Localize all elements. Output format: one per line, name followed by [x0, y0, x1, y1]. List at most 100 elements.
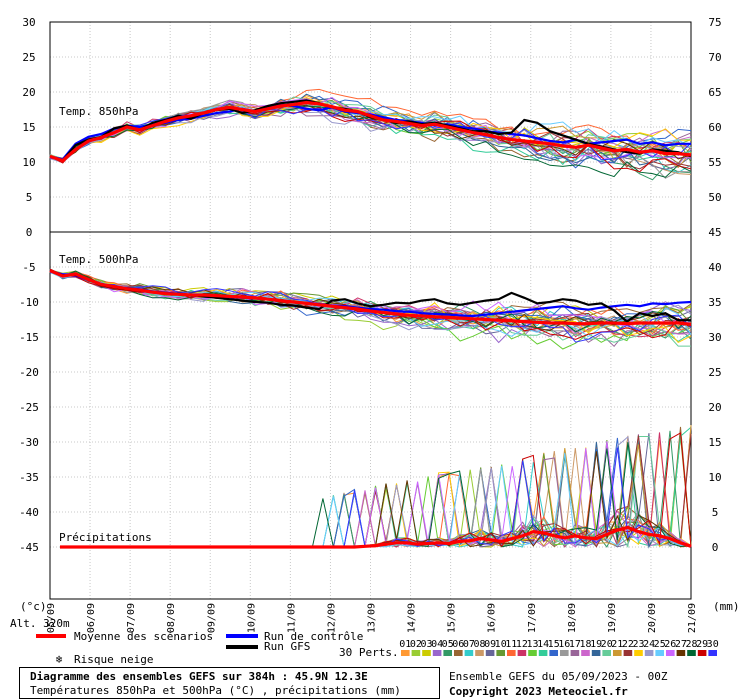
- x-tick-label: 07/09: [126, 603, 137, 633]
- axis-labels: 302520151050-5-10-15-20-25-30-35-40-4575…: [19, 16, 739, 633]
- pert-number: 24: [643, 639, 655, 650]
- x-tick-label: 13/09: [367, 603, 378, 633]
- pert-number: 29: [696, 639, 708, 650]
- pert-swatch: [623, 650, 633, 656]
- left-tick-label: -30: [19, 436, 39, 449]
- pert-swatch: [570, 650, 580, 656]
- pert-number: 04: [431, 639, 443, 650]
- left-tick-label: 20: [22, 86, 35, 99]
- right-tick-label: 15: [708, 436, 721, 449]
- pert-swatch: [634, 650, 643, 656]
- pert-number: 11: [505, 639, 517, 650]
- panel-label-precip: Précipitations: [59, 531, 152, 544]
- x-tick-label: 11/09: [286, 603, 297, 633]
- perts-label: 30 Perts.: [339, 646, 399, 659]
- pert-number: 18: [579, 639, 591, 650]
- right-tick-label: 45: [708, 226, 721, 239]
- pert-swatch: [644, 650, 654, 656]
- left-tick-label: 0: [26, 226, 33, 239]
- snow-legend-label: Risque neige: [74, 653, 153, 666]
- mean-line-850: [49, 100, 692, 163]
- pert-swatch: [676, 650, 686, 656]
- pert-swatch: [591, 650, 601, 656]
- pert-number: 05: [442, 639, 454, 650]
- pert-number: 03: [420, 639, 432, 650]
- x-tick-label: 14/09: [407, 603, 418, 633]
- pert-swatch: [443, 650, 452, 656]
- control-legend-label: Run de contrôle: [264, 630, 363, 643]
- pert-number: 12: [516, 639, 528, 650]
- pert-line-500: [49, 271, 692, 338]
- x-tick-label: 20/09: [647, 603, 658, 633]
- mean-legend-label: Moyenne des scénarios: [74, 630, 213, 643]
- x-tick-label: 16/09: [487, 603, 498, 633]
- right-tick-label: 75: [708, 16, 721, 29]
- pert-number: 09: [484, 639, 496, 650]
- pert-swatch: [655, 650, 664, 656]
- pert-line-precip: [60, 447, 692, 548]
- x-tick-label: 21/09: [687, 603, 698, 633]
- pert-swatch: [464, 650, 474, 656]
- right-tick-label: 70: [708, 51, 721, 64]
- panel-label-850: Temp. 850hPa: [59, 105, 138, 118]
- pert-swatch: [507, 650, 516, 656]
- pert-number: 14: [537, 639, 549, 650]
- left-tick-label: 25: [22, 51, 35, 64]
- pert-swatch: [432, 650, 442, 656]
- gfs-legend-label: Run GFS: [264, 640, 310, 653]
- footer-title-box: Diagramme des ensembles GEFS sur 384h : …: [19, 667, 440, 699]
- right-tick-label: 40: [708, 261, 721, 274]
- pert-swatch: [528, 650, 537, 656]
- copyright: Copyright 2023 Meteociel.fr: [449, 685, 628, 698]
- left-tick-label: 15: [22, 121, 35, 134]
- left-tick-label: -35: [19, 471, 39, 484]
- left-tick-label: -10: [19, 296, 39, 309]
- x-tick-label: 10/09: [246, 603, 257, 633]
- right-tick-label: 35: [708, 296, 721, 309]
- pert-swatch: [422, 650, 431, 656]
- x-tick-label: 18/09: [567, 603, 578, 633]
- pert-swatch: [549, 650, 558, 656]
- pert-swatch: [401, 650, 410, 656]
- right-tick-label: 55: [708, 156, 721, 169]
- pert-line-500: [49, 269, 692, 332]
- pert-number: 21: [611, 639, 623, 650]
- x-tick-label: 19/09: [607, 603, 618, 633]
- pert-number: 10: [495, 639, 507, 650]
- pert-line-500: [49, 272, 692, 343]
- pert-swatch: [517, 650, 527, 656]
- pert-number: 07: [463, 639, 475, 650]
- left-tick-label: 10: [22, 156, 35, 169]
- x-tick-label: 08/09: [166, 603, 177, 633]
- pert-swatch: [538, 650, 548, 656]
- left-tick-label: -15: [19, 331, 39, 344]
- pert-number: 22: [622, 639, 634, 650]
- pert-line-850: [49, 106, 692, 161]
- pert-number: 28: [685, 639, 697, 650]
- pert-number: 27: [675, 639, 687, 650]
- right-tick-label: 65: [708, 86, 721, 99]
- x-tick-label: 17/09: [527, 603, 538, 633]
- left-tick-label: 30: [22, 16, 35, 29]
- footer-subtitle: Températures 850hPa et 500hPa (°C) , pré…: [30, 684, 401, 697]
- pert-swatch: [666, 650, 675, 656]
- pert-swatch: [560, 650, 569, 656]
- pert-swatch: [687, 650, 696, 656]
- x-tick-label: 09/09: [206, 603, 217, 633]
- left-tick-label: -5: [22, 261, 35, 274]
- altitude-label: Alt. 320m: [10, 617, 70, 630]
- left-tick-label: -40: [19, 506, 39, 519]
- pert-number: 17: [569, 639, 581, 650]
- pert-number: 30: [707, 639, 719, 650]
- pert-line-850: [49, 96, 691, 160]
- left-tick-label: -45: [19, 541, 39, 554]
- pert-number: 19: [590, 639, 602, 650]
- pert-swatch: [613, 650, 622, 656]
- pert-number: 20: [601, 639, 613, 650]
- x-tick-label: 06/09: [86, 603, 97, 633]
- pert-number: 08: [473, 639, 485, 650]
- pert-number: 15: [548, 639, 560, 650]
- right-tick-label: 0: [712, 541, 719, 554]
- pert-number: 01: [399, 639, 411, 650]
